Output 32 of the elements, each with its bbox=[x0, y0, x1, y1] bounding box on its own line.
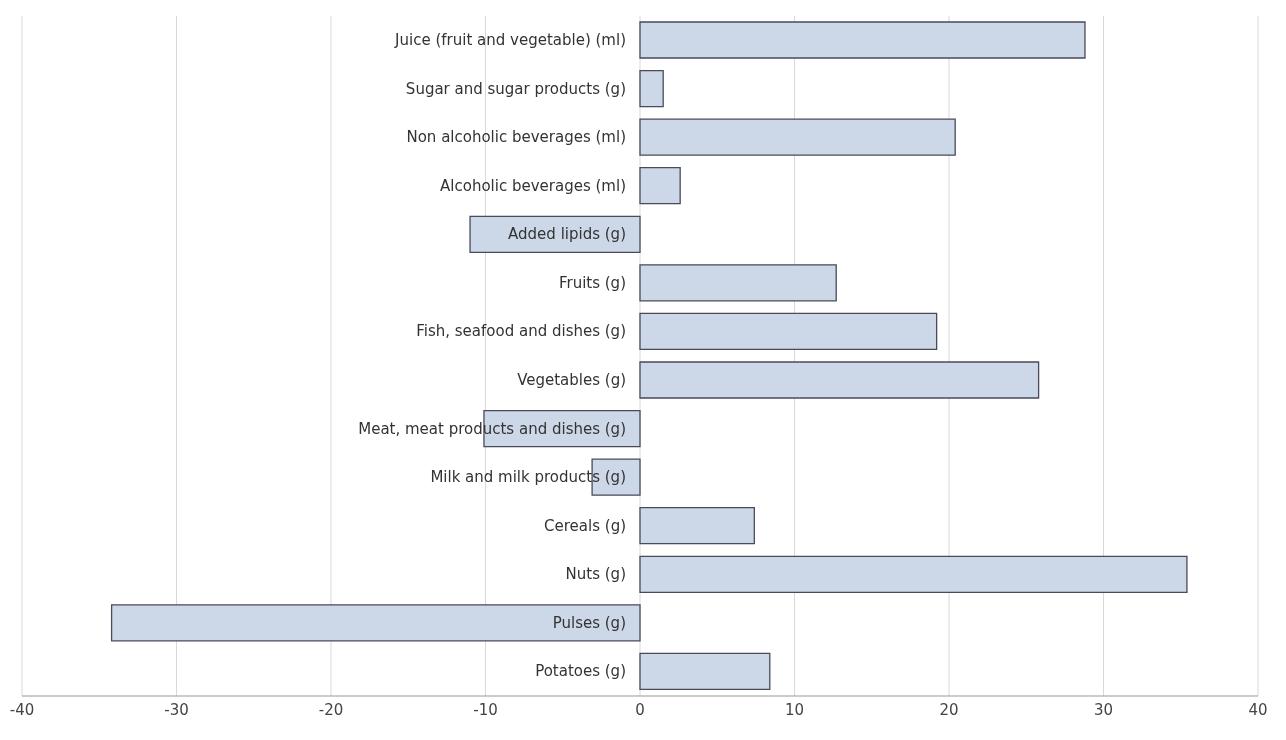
bar bbox=[639, 167, 681, 205]
x-tick-label: 30 bbox=[1093, 700, 1114, 719]
x-tick-label: -10 bbox=[473, 700, 498, 719]
bar bbox=[639, 118, 956, 156]
x-tick-label: -40 bbox=[9, 700, 35, 719]
x-tick-label: -30 bbox=[164, 700, 189, 719]
y-tick-label: Cereals (g) bbox=[544, 516, 626, 535]
y-tick-label: Fruits (g) bbox=[558, 273, 626, 292]
bar bbox=[110, 604, 641, 642]
x-tick-label: -20 bbox=[318, 700, 344, 719]
bar bbox=[639, 361, 1040, 399]
x-tick-label: 20 bbox=[939, 700, 959, 719]
y-tick-label: Sugar and sugar products (g) bbox=[405, 79, 626, 98]
bar bbox=[639, 652, 771, 691]
y-tick-label: Vegetables (g) bbox=[517, 371, 626, 389]
x-tick-label: 10 bbox=[784, 700, 805, 719]
x-tick-label: 40 bbox=[1248, 700, 1268, 719]
y-tick-label: Pulses (g) bbox=[552, 613, 626, 632]
bar bbox=[639, 507, 755, 545]
bar bbox=[639, 312, 938, 351]
x-tick-label: 0 bbox=[635, 700, 645, 719]
y-tick-label: Added lipids (g) bbox=[508, 225, 626, 244]
y-tick-label: Juice (fruit and vegetable) (ml) bbox=[394, 31, 626, 49]
y-tick-label: Nuts (g) bbox=[565, 565, 626, 584]
y-tick-label: Alcoholic beverages (ml) bbox=[440, 176, 626, 195]
bar bbox=[639, 69, 664, 108]
y-tick-label: Potatoes (g) bbox=[535, 662, 626, 681]
y-tick-label: Non alcoholic beverages (ml) bbox=[406, 128, 626, 147]
bar bbox=[639, 555, 1188, 593]
bar bbox=[639, 21, 1086, 59]
y-tick-label: Fish, seafood and dishes (g) bbox=[416, 322, 626, 341]
bar bbox=[639, 264, 837, 302]
